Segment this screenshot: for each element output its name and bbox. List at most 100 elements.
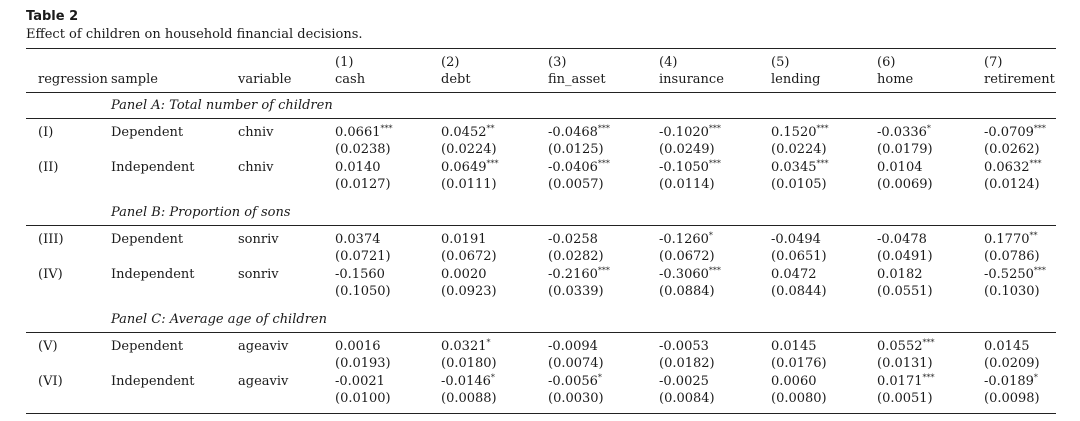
coefficient-cell: -0.0494 [771,232,821,248]
top-rule [26,48,1056,49]
coefficient-value: -0.0258 [548,232,598,247]
regression-label: (II) [38,160,59,175]
standard-error-cell: (0.0124) [984,177,1040,192]
standard-error-cell: (0.0672) [441,249,497,264]
variable-label: sonriv [238,267,279,282]
bottom-rule [26,413,1056,414]
standard-error-cell: (0.1030) [984,284,1040,299]
standard-error-cell: (0.0105) [771,177,827,192]
variable-label: chniv [238,160,274,175]
coefficient-value: 0.0020 [441,267,487,282]
table-title: Effect of children on household financia… [26,27,363,42]
coefficient-value: -0.0021 [335,374,385,389]
coefficient-value: -0.0406 [548,160,598,175]
standard-error-cell: (0.0125) [548,142,604,157]
coefficient-cell: -0.2160*** [548,267,610,283]
coefficient-cell: 0.0632*** [984,160,1042,176]
significance-stars: *** [380,124,393,133]
column-number: (6) [877,55,896,70]
coefficient-cell: 0.1520*** [771,125,829,141]
standard-error-cell: (0.0209) [984,356,1040,371]
standard-error-cell: (0.0721) [335,249,391,264]
significance-stars: * [926,124,931,133]
regression-label: (VI) [38,374,63,389]
coefficient-cell: 0.0020 [441,267,487,283]
panel-title: Panel C: Average age of children [111,312,327,327]
coefficient-cell: -0.0709*** [984,125,1046,141]
coefficient-cell: -0.5250*** [984,267,1046,283]
table-caption: Table 2 Effect of children on household … [26,9,363,43]
header-rule [26,92,1056,93]
standard-error-cell: (0.0551) [877,284,933,299]
standard-error-cell: (0.0176) [771,356,827,371]
standard-error-cell: (0.0057) [548,177,604,192]
sample-label: Independent [111,374,195,389]
significance-stars: *** [708,159,721,168]
coefficient-cell: -0.0056* [548,374,602,390]
coefficient-cell: 0.0552*** [877,339,935,355]
column-number: (4) [659,55,678,70]
significance-stars: * [1033,373,1038,382]
coefficient-value: 0.0060 [771,374,817,389]
coefficient-cell: -0.0053 [659,339,709,355]
coefficient-value: -0.0468 [548,125,598,140]
sample-label: Independent [111,160,195,175]
coefficient-value: 0.0140 [335,160,381,175]
coefficient-value: -0.1560 [335,267,385,282]
sample-label: Dependent [111,125,184,140]
coefficient-value: 0.0145 [771,339,817,354]
coefficient-value: 0.0104 [877,160,923,175]
coefficient-value: -0.1260 [659,232,709,247]
coefficient-cell: 0.0060 [771,374,817,390]
standard-error-cell: (0.0080) [771,391,827,406]
coefficient-value: 0.0321 [441,339,487,354]
significance-stars: * [486,338,491,347]
coefficient-cell: 0.0374 [335,232,381,248]
standard-error-cell: (0.0282) [548,249,604,264]
standard-error-cell: (0.0224) [441,142,497,157]
coefficient-value: 0.0661 [335,125,381,140]
table-number: Table 2 [26,9,79,24]
panel-title: Panel B: Proportion of sons [111,205,291,220]
header-variable: variable [238,72,292,87]
coefficient-cell: -0.0336* [877,125,931,141]
standard-error-cell: (0.0051) [877,391,933,406]
coefficient-value: -0.0094 [548,339,598,354]
standard-error-cell: (0.0651) [771,249,827,264]
panel-rule [26,332,1056,333]
standard-error-cell: (0.0262) [984,142,1040,157]
coefficient-cell: 0.0661*** [335,125,393,141]
standard-error-cell: (0.0672) [659,249,715,264]
regression-label: (IV) [38,267,63,282]
coefficient-value: 0.0016 [335,339,381,354]
standard-error-cell: (0.0249) [659,142,715,157]
significance-stars: ** [486,124,495,133]
standard-error-cell: (0.0131) [877,356,933,371]
coefficient-cell: 0.0016 [335,339,381,355]
coefficient-value: 0.0345 [771,160,817,175]
standard-error-cell: (0.0786) [984,249,1040,264]
coefficient-value: -0.0189 [984,374,1034,389]
standard-error-cell: (0.0193) [335,356,391,371]
coefficient-value: -0.0478 [877,232,927,247]
coefficient-cell: 0.0145 [984,339,1030,355]
coefficient-cell: -0.0189* [984,374,1038,390]
sample-label: Dependent [111,339,184,354]
standard-error-cell: (0.0069) [877,177,933,192]
significance-stars: * [490,373,495,382]
regression-label: (I) [38,125,54,140]
coefficient-cell: 0.0191 [441,232,487,248]
coefficient-value: -0.0709 [984,125,1034,140]
coefficient-value: 0.0171 [877,374,923,389]
standard-error-cell: (0.0088) [441,391,497,406]
coefficient-value: 0.0452 [441,125,487,140]
column-name: lending [771,72,821,87]
panel-title: Panel A: Total number of children [111,98,333,113]
coefficient-value: 0.0374 [335,232,381,247]
standard-error-cell: (0.0224) [771,142,827,157]
standard-error-cell: (0.0182) [659,356,715,371]
coefficient-cell: 0.0140 [335,160,381,176]
column-number: (1) [335,55,354,70]
standard-error-cell: (0.0339) [548,284,604,299]
standard-error-cell: (0.0100) [335,391,391,406]
